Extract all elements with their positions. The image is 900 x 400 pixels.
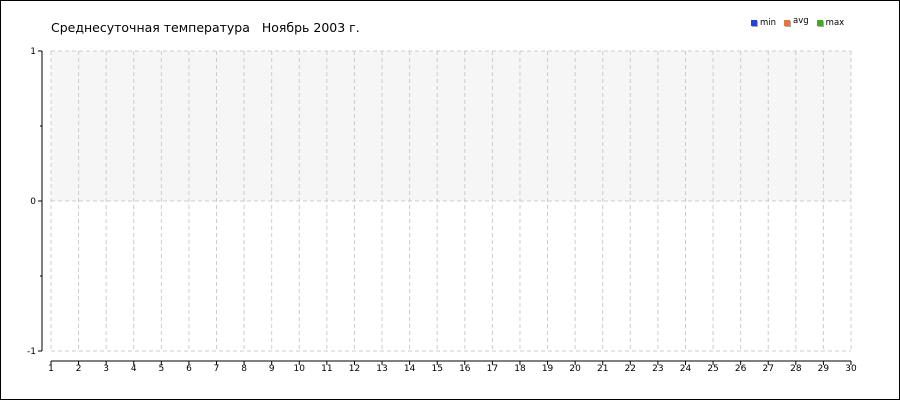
- legend-item-max: max: [816, 18, 845, 28]
- x-tick-label: 7: [214, 364, 220, 374]
- x-tick-label: 1: [48, 364, 54, 374]
- x-tick-label: 17: [487, 364, 498, 374]
- x-tick-label: 3: [103, 364, 109, 374]
- legend-swatch-avg: [784, 20, 791, 26]
- legend-item-avg: avg: [784, 16, 809, 28]
- x-tick-label: 25: [707, 364, 718, 374]
- x-tick-label: 11: [321, 364, 332, 374]
- legend-swatch-min: [751, 20, 757, 26]
- x-tick-label: 19: [542, 364, 554, 374]
- y-tick-label: -1: [27, 347, 36, 357]
- x-tick-label: 16: [459, 364, 471, 374]
- legend-item-min: min: [751, 18, 776, 28]
- legend-label-max: max: [825, 18, 845, 28]
- legend-label-min: min: [760, 18, 777, 28]
- y-tick-label: 1: [30, 47, 36, 57]
- x-tick-label: 27: [763, 364, 774, 374]
- x-tick-label: 15: [431, 364, 442, 374]
- x-tick-label: 5: [158, 364, 164, 374]
- x-tick-label: 20: [569, 364, 581, 374]
- x-tick-label: 14: [404, 364, 416, 374]
- x-tick-label: 6: [186, 364, 192, 374]
- x-tick-label: 30: [845, 364, 857, 374]
- x-tick-label: 13: [376, 364, 387, 374]
- x-tick-label: 29: [818, 364, 830, 374]
- x-tick-label: 4: [131, 364, 137, 374]
- x-tick-label: 26: [735, 364, 747, 374]
- x-tick-label: 12: [349, 364, 360, 374]
- y-tick-label: 0: [30, 197, 36, 207]
- x-tick-label: 21: [597, 364, 608, 374]
- x-tick-label: 24: [680, 364, 692, 374]
- legend: min avg max: [751, 16, 845, 28]
- legend-label-avg: avg: [793, 16, 809, 26]
- x-tick-label: 10: [294, 364, 306, 374]
- positive-band: [51, 51, 851, 201]
- x-tick-label: 8: [241, 364, 247, 374]
- x-tick-label: 9: [269, 364, 275, 374]
- x-tick-label: 18: [514, 364, 526, 374]
- chart-title: Среднесуточная температура Ноябрь 2003 г…: [51, 20, 360, 35]
- x-tick-label: 23: [652, 364, 663, 374]
- x-tick-label: 22: [625, 364, 636, 374]
- x-tick-label: 2: [76, 364, 82, 374]
- x-tick-label: 28: [790, 364, 802, 374]
- legend-swatch-max: [816, 20, 823, 26]
